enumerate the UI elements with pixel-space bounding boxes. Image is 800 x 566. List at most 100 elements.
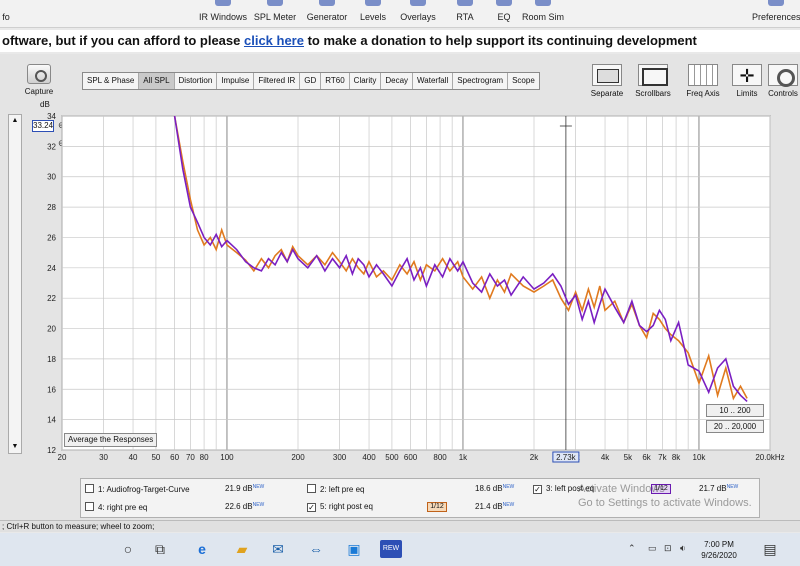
rew-app-icon[interactable]: REW [380, 540, 402, 558]
network-icon[interactable]: ⊡ [664, 543, 672, 553]
legend-db: 22.6 dBNEW [225, 502, 264, 511]
y-tick-label: 28 [47, 203, 56, 212]
legend-db-value: 21.7 dB [699, 484, 727, 493]
spl-graph[interactable]: 12 14 16 18 20 22 24 26 28 30 32 34 20 30 40 50 60 70 80 10… [0, 54, 800, 474]
edge-browser-icon[interactable]: e [198, 541, 206, 557]
x-tick-label: 100 [220, 453, 234, 462]
tab-clarity[interactable]: Clarity [350, 73, 382, 89]
battery-icon[interactable]: ▭ [648, 543, 657, 553]
tab-all-spl[interactable]: All SPL [139, 73, 175, 89]
spl-meter-button[interactable]: SPL Meter [252, 0, 298, 28]
legend-item-5[interactable]: ✓ 5: right post eq 21.4 dBNEW [307, 502, 527, 512]
tab-impulse[interactable]: Impulse [217, 73, 255, 89]
ir-windows-icon [215, 0, 231, 6]
tab-spl-phase[interactable]: SPL & Phase [83, 73, 140, 89]
smoothing-swatch-3[interactable]: 1/12 [651, 484, 671, 494]
controls-icon [768, 64, 798, 87]
scroll-up-icon[interactable]: ▲ [11, 117, 19, 124]
mail-icon[interactable]: ✉ [272, 541, 284, 557]
scrollbars-button[interactable]: Scrollbars [632, 64, 674, 98]
donation-link[interactable]: click here [243, 33, 304, 48]
range-10-200-button[interactable]: 10 .. 200 [706, 404, 764, 417]
tab-filtered-ir[interactable]: Filtered IR [254, 73, 301, 89]
tray-chevron-icon[interactable]: ⌃ [628, 543, 636, 553]
legend-db: 21.4 dBNEW [475, 502, 514, 511]
legend-item-4[interactable]: 4: right pre eq 22.6 dBNEW [85, 502, 305, 512]
tab-gd[interactable]: GD [300, 73, 322, 89]
overlays-button[interactable]: Overlays [396, 0, 440, 28]
room-sim-button[interactable]: Room Sim [520, 0, 566, 28]
legend-item-1[interactable]: 1: Audiofrog-Target-Curve 21.9 dBNEW [85, 484, 305, 494]
eq-icon [496, 0, 512, 6]
x-tick-label: 20.0kHz [755, 453, 784, 462]
freq-axis-button[interactable]: Freq Axis [682, 64, 724, 98]
main-toolbar: fo IR Windows SPL Meter Generator Levels… [0, 0, 800, 28]
camera-icon [27, 64, 51, 84]
teamviewer-icon[interactable]: ⇔ [309, 541, 323, 557]
new-badge: NEW [252, 484, 265, 490]
y-max-input[interactable]: 33.24 [32, 120, 54, 132]
average-responses-button[interactable]: Average the Responses [64, 433, 158, 447]
tab-scope[interactable]: Scope [512, 76, 535, 85]
activation-watermark: Activate Windows Go to Settings to activ… [578, 482, 752, 510]
legend-name: left post eq [554, 484, 595, 493]
range-20-20000-button[interactable]: 20 .. 20,000 [706, 420, 764, 433]
task-view-icon[interactable]: ⧉ [155, 541, 165, 557]
tab-rt60[interactable]: RT60 [321, 73, 350, 89]
store-icon[interactable]: ▣ [347, 541, 361, 557]
x-tick-label: 2k [530, 453, 539, 462]
legend-checkbox[interactable]: ✓ [533, 485, 542, 494]
controls-button[interactable]: Controls [766, 64, 800, 98]
toolbar-label: fo [2, 12, 10, 22]
x-tick-label: 70 [186, 453, 195, 462]
plot-background [61, 115, 771, 451]
rta-button[interactable]: RTA [450, 0, 480, 28]
legend-name: left pre eq [328, 485, 365, 494]
smoothing-swatch-5[interactable]: 1/12 [427, 502, 447, 512]
x-tick-label: 600 [404, 453, 418, 462]
legend-checkbox[interactable]: ✓ [307, 503, 316, 512]
x-tick-label: 10k [693, 453, 707, 462]
x-tick-label: 1k [459, 453, 468, 462]
eq-button[interactable]: EQ [492, 0, 516, 28]
file-explorer-icon[interactable]: ▰ [236, 541, 248, 557]
x-tick-label: 60 [170, 453, 179, 462]
capture-button[interactable]: Capture [22, 64, 56, 96]
legend-name: Audiofrog-Target-Curve [106, 485, 190, 494]
limits-icon [732, 64, 762, 86]
levels-button[interactable]: Levels [354, 0, 392, 28]
legend-db: 21.9 dBNEW [225, 484, 264, 493]
notifications-icon[interactable]: ▤ [763, 541, 777, 557]
x-tick-label: 20 [58, 453, 67, 462]
legend-checkbox[interactable] [85, 484, 94, 493]
tab-spectrogram[interactable]: Spectrogram [453, 73, 509, 89]
tab-decay[interactable]: Decay [381, 73, 414, 89]
generator-button[interactable]: Generator [304, 0, 350, 28]
taskbar-clock[interactable]: 7:00 PM 9/26/2020 [694, 539, 744, 561]
legend-checkbox[interactable] [307, 484, 316, 493]
limits-button[interactable]: Limits [726, 64, 768, 98]
legend-name: right post eq [328, 502, 373, 511]
legend-item-2[interactable]: 2: left pre eq 18.6 dBNEW [307, 484, 527, 494]
level-scroll-strip[interactable]: ▲ ▼ [8, 114, 22, 454]
scroll-down-icon[interactable]: ▼ [11, 443, 19, 450]
x-tick-label: 30 [99, 453, 108, 462]
new-badge: NEW [502, 502, 515, 508]
legend-checkbox[interactable] [85, 502, 94, 511]
preferences-button[interactable]: Preferences [752, 0, 800, 28]
ir-windows-button[interactable]: IR Windows [196, 0, 250, 28]
toolbar-item-partial[interactable]: fo [0, 0, 12, 28]
x-tick-label: 800 [433, 453, 447, 462]
search-circle-icon[interactable]: ○ [123, 541, 133, 557]
y-tick-label: 30 [47, 173, 56, 182]
tab-distortion[interactable]: Distortion [175, 73, 218, 89]
separate-button[interactable]: Separate [586, 64, 628, 98]
y-tick-label: 24 [47, 264, 56, 273]
graph-panel: Capture SPL & Phase All SPL Distortion I… [0, 54, 800, 520]
legend-item-3[interactable]: ✓ 3: left post eq 21.7 dBNEW [533, 484, 753, 494]
toolbar-label: IR Windows [198, 12, 247, 22]
x-tick-label: 500 [385, 453, 399, 462]
x-tick-label: 300 [333, 453, 347, 462]
volume-icon[interactable]: 🔉︎ [680, 543, 686, 553]
tab-waterfall[interactable]: Waterfall [413, 73, 454, 89]
